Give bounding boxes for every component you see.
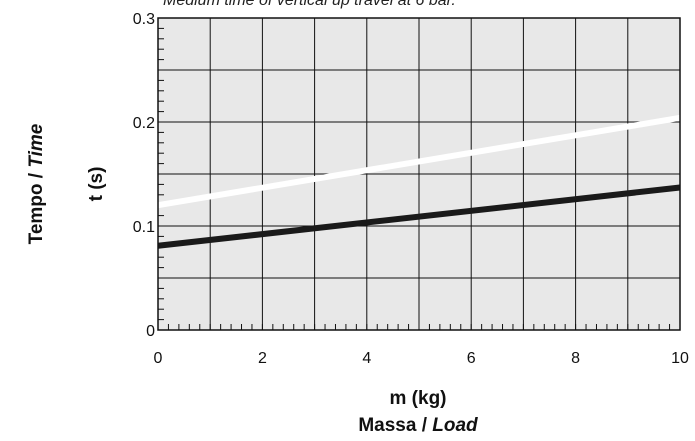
x-tick-label: 0 <box>154 350 163 367</box>
y-axis-label-italic: Time <box>26 123 47 167</box>
series-group <box>157 114 681 249</box>
y-tick-label: 0 <box>146 323 155 340</box>
y-axis-label-unit: t (s) <box>86 167 107 202</box>
x-axis-label-unit: m (kg) <box>390 388 447 409</box>
x-tick-label: 8 <box>571 350 580 367</box>
y-axis-label-line1: Tempo / Time <box>26 123 47 244</box>
x-tick-label: 2 <box>258 350 267 367</box>
plot-frame <box>157 17 681 331</box>
minor-ticks <box>157 17 681 331</box>
y-axis-label-prefix: Tempo / <box>26 168 47 245</box>
y-axis-label-line2: t (s) <box>86 167 107 202</box>
x-axis-label: Massa / Load <box>358 415 478 436</box>
svg-text:Tempo / Time: Tempo / Time <box>26 123 47 244</box>
series-line-2 <box>157 114 681 209</box>
x-axis-label-prefix: Massa / <box>358 415 432 436</box>
x-tick-label: 6 <box>467 350 476 367</box>
x-tick-labels: 0 2 4 6 8 10 <box>154 350 689 367</box>
y-tick-label: 0.1 <box>133 219 155 236</box>
x-tick-label: 4 <box>362 350 371 367</box>
x-tick-label: 10 <box>671 350 689 367</box>
y-tick-labels: 0 0.1 0.2 0.3 <box>133 11 155 340</box>
x-axis-label-italic: Load <box>432 415 478 436</box>
series-line-1 <box>157 184 681 249</box>
y-tick-label: 0.2 <box>133 115 155 132</box>
chart-subtitle: Medium time of vertical up travel at 6 b… <box>163 0 456 9</box>
y-tick-label: 0.3 <box>133 11 155 28</box>
